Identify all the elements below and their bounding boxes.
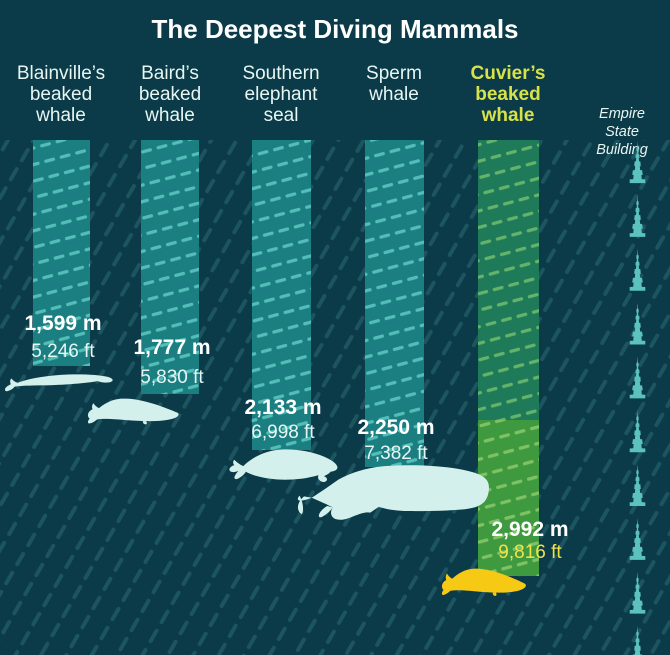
svg-text:whale: whale [144,105,195,126]
svg-text:Southern: Southern [242,63,319,84]
svg-text:5,830 ft: 5,830 ft [140,367,204,388]
svg-text:6,998 ft: 6,998 ft [251,422,315,443]
svg-text:whale: whale [35,105,86,126]
svg-text:whale: whale [368,84,419,105]
svg-text:elephant: elephant [245,84,319,105]
svg-text:Building: Building [596,142,648,158]
svg-text:5,246 ft: 5,246 ft [31,341,95,362]
svg-text:Baird’s: Baird’s [141,63,199,84]
svg-text:Cuvier’s: Cuvier’s [471,63,546,84]
svg-text:2,250 m: 2,250 m [357,416,434,439]
svg-text:1,777 m: 1,777 m [133,336,210,359]
svg-text:whale: whale [481,105,535,126]
svg-text:7,382 ft: 7,382 ft [364,443,428,464]
svg-text:The Deepest Diving Mammals: The Deepest Diving Mammals [152,14,519,44]
svg-text:2,133 m: 2,133 m [244,396,321,419]
svg-text:beaked: beaked [475,84,540,105]
svg-text:beaked: beaked [30,84,92,105]
svg-text:seal: seal [264,105,299,126]
svg-text:1,599 m: 1,599 m [24,312,101,335]
svg-text:Blainville’s: Blainville’s [17,63,105,84]
svg-text:2,992 m: 2,992 m [491,518,568,541]
svg-text:Empire: Empire [599,106,645,122]
svg-text:State: State [605,124,639,140]
svg-text:Sperm: Sperm [366,63,422,84]
svg-text:beaked: beaked [139,84,201,105]
svg-text:9,816 ft: 9,816 ft [498,542,562,563]
